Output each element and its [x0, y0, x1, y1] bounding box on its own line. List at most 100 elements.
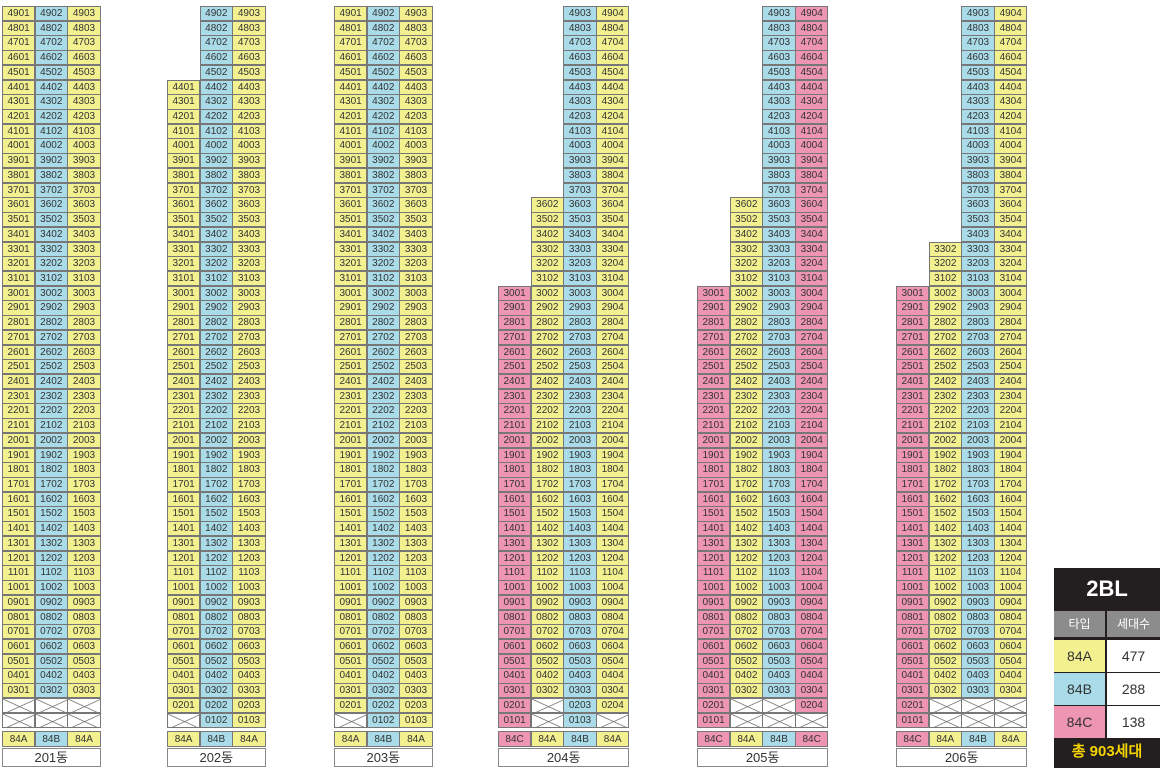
unit-cell: 0702: [928, 624, 962, 640]
unit-cell: 1602: [366, 491, 400, 507]
unit-cell: 2002: [928, 432, 962, 449]
unit-cell: 4601: [2, 50, 36, 66]
unit-cell: 4102: [34, 123, 68, 139]
legend-type-84a: 84A: [1054, 639, 1105, 672]
unit-cell: 0702: [366, 624, 400, 640]
unit-cell: 1702: [729, 477, 763, 493]
unit-cell: 3604: [795, 197, 829, 213]
unit-cell: 2604: [795, 344, 829, 360]
unit-cell: 2701: [697, 329, 731, 346]
unit-cell: 3203: [399, 256, 433, 272]
unit-cell: 0603: [67, 638, 101, 655]
unit-cell: 1602: [729, 491, 763, 507]
unit-cell: 4602: [366, 50, 400, 66]
unit-cell: 1102: [366, 565, 400, 581]
unit-cell: 4202: [366, 109, 400, 125]
unit-cell: 2703: [563, 329, 597, 346]
unit-cell: 3202: [199, 256, 233, 272]
unit-cell: 0303: [961, 683, 995, 699]
unit-cell: 1303: [762, 535, 796, 552]
unit-cell: 3002: [199, 285, 233, 301]
unit-cell: 4103: [961, 123, 995, 139]
unit-cell: 0703: [961, 624, 995, 640]
unit-cell: 0801: [896, 609, 930, 625]
unit-cell: 1002: [199, 580, 233, 596]
unit-cell: 0803: [563, 609, 597, 625]
unit-cell: 2003: [961, 432, 995, 449]
unit-cell: 3203: [563, 256, 597, 272]
unit-cell: 1003: [762, 580, 796, 596]
unit-cell: 2502: [928, 359, 962, 375]
unit-cell: 1603: [961, 491, 995, 507]
empty-pilotis-cell: [2, 712, 36, 728]
unit-cell: 4302: [34, 94, 68, 110]
empty-pilotis-cell: [729, 712, 763, 728]
unit-cell: 3502: [530, 212, 564, 228]
unit-cell: 3001: [334, 285, 368, 301]
unit-cell: 0904: [596, 594, 630, 611]
unit-cell: 4404: [994, 79, 1028, 95]
empty-pilotis-cell: [167, 712, 201, 728]
unit-cell: 4802: [199, 20, 233, 36]
unit-cell: 0301: [896, 683, 930, 699]
unit-cell: 1202: [729, 550, 763, 566]
unit-cell: 2301: [498, 388, 532, 404]
unit-cell: 0901: [697, 594, 731, 611]
unit-cell: 1803: [232, 462, 266, 478]
unit-cell: 0504: [795, 653, 829, 669]
empty-pilotis-cell: [34, 712, 68, 728]
unit-cell: 3401: [334, 226, 368, 243]
unit-cell: 4601: [334, 50, 368, 66]
unit-cell: 1701: [167, 477, 201, 493]
unit-cell: 3202: [366, 256, 400, 272]
unit-cell: 0503: [67, 653, 101, 669]
unit-cell: 0102: [366, 712, 400, 728]
unit-cell: 1303: [232, 535, 266, 552]
unit-type-label: 84B: [34, 731, 68, 747]
unit-cell: 2601: [896, 344, 930, 360]
legend-title: 2BL: [1086, 576, 1128, 601]
unit-cell: 4803: [762, 20, 796, 36]
unit-cell: 1203: [232, 550, 266, 566]
unit-cell: 1102: [34, 565, 68, 581]
unit-cell: 3201: [167, 256, 201, 272]
unit-cell: 3503: [563, 212, 597, 228]
unit-cell: 1304: [795, 535, 829, 552]
unit-cell: 0402: [729, 668, 763, 684]
unit-cell: 2801: [697, 315, 731, 331]
unit-cell: 1902: [199, 447, 233, 463]
unit-cell: 0202: [199, 697, 233, 714]
unit-cell: 3102: [34, 270, 68, 287]
unit-cell: 4302: [366, 94, 400, 110]
unit-cell: 1201: [498, 550, 532, 566]
unit-cell: 1703: [961, 477, 995, 493]
unit-cell: 4901: [2, 6, 36, 22]
unit-cell: 1101: [334, 565, 368, 581]
unit-cell: 4301: [334, 94, 368, 110]
unit-cell: 3502: [34, 212, 68, 228]
unit-cell: 1302: [729, 535, 763, 552]
unit-cell: 2502: [199, 359, 233, 375]
unit-cell: 1401: [167, 521, 201, 537]
unit-type-label: 84A: [530, 731, 564, 747]
unit-cell: 0703: [232, 624, 266, 640]
unit-cell: 2701: [2, 329, 36, 346]
unit-cell: 3404: [994, 226, 1028, 243]
unit-cell: 3803: [961, 167, 995, 184]
unit-cell: 2902: [366, 300, 400, 316]
unit-cell: 2402: [928, 374, 962, 390]
unit-cell: 4802: [34, 20, 68, 36]
unit-cell: 1502: [199, 506, 233, 522]
unit-cell: 0603: [563, 638, 597, 655]
unit-cell: 1604: [596, 491, 630, 507]
unit-cell: 2504: [596, 359, 630, 375]
unit-cell: 1702: [34, 477, 68, 493]
unit-cell: 0601: [2, 638, 36, 655]
unit-cell: 1903: [67, 447, 101, 463]
unit-cell: 2604: [994, 344, 1028, 360]
unit-cell: 1702: [199, 477, 233, 493]
unit-cell: 1004: [795, 580, 829, 596]
unit-cell: 4204: [994, 109, 1028, 125]
unit-cell: 2401: [167, 374, 201, 390]
unit-cell: 1802: [530, 462, 564, 478]
